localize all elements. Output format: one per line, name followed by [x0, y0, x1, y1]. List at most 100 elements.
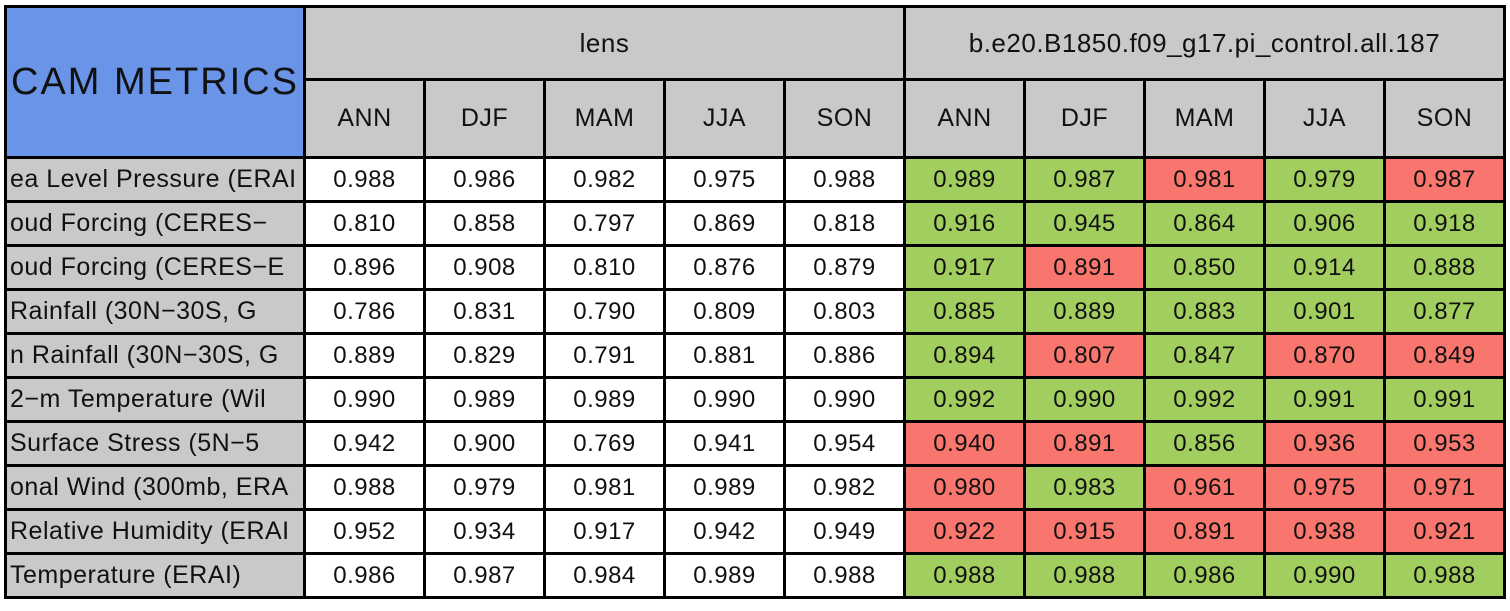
lens-value-cell: 0.989 — [546, 379, 663, 420]
lens-value-cell: 0.797 — [546, 203, 663, 244]
control-value-cell-worse: 0.891 — [1026, 423, 1143, 464]
lens-value-cell: 0.869 — [666, 203, 783, 244]
lens-value-cell: 0.934 — [426, 511, 543, 552]
lens-value-cell: 0.949 — [786, 511, 903, 552]
lens-value-cell: 0.858 — [426, 203, 543, 244]
control-value-cell-worse: 0.891 — [1026, 247, 1143, 288]
lens-value-cell: 0.818 — [786, 203, 903, 244]
lens-value-cell: 0.979 — [426, 467, 543, 508]
season-header-lens-jja: JJA — [666, 81, 783, 156]
season-header-lens-son: SON — [786, 81, 903, 156]
lens-value-cell: 0.982 — [786, 467, 903, 508]
control-value-cell-better: 0.983 — [1026, 467, 1143, 508]
control-value-cell-worse: 0.891 — [1146, 511, 1263, 552]
lens-value-cell: 0.908 — [426, 247, 543, 288]
lens-value-cell: 0.981 — [546, 467, 663, 508]
control-value-cell-better: 0.888 — [1386, 247, 1503, 288]
control-value-cell-better: 0.992 — [906, 379, 1023, 420]
control-value-cell-worse: 0.870 — [1266, 335, 1383, 376]
control-value-cell-better: 0.918 — [1386, 203, 1503, 244]
lens-value-cell: 0.879 — [786, 247, 903, 288]
lens-value-cell: 0.889 — [306, 335, 423, 376]
row-label: ea Level Pressure (ERAI — [7, 159, 303, 200]
season-header-control-jja: JJA — [1266, 81, 1383, 156]
season-header-control-djf: DJF — [1026, 81, 1143, 156]
lens-value-cell: 0.986 — [426, 159, 543, 200]
lens-value-cell: 0.917 — [546, 511, 663, 552]
control-value-cell-better: 0.847 — [1146, 335, 1263, 376]
season-header-lens-mam: MAM — [546, 81, 663, 156]
lens-value-cell: 0.876 — [666, 247, 783, 288]
control-value-cell-better: 0.883 — [1146, 291, 1263, 332]
control-value-cell-better: 0.991 — [1266, 379, 1383, 420]
season-header-control-mam: MAM — [1146, 81, 1263, 156]
control-value-cell-better: 0.945 — [1026, 203, 1143, 244]
row-label: Temperature (ERAI) — [7, 555, 303, 596]
control-value-cell-worse: 0.936 — [1266, 423, 1383, 464]
row-label: 2−m Temperature (Wil — [7, 379, 303, 420]
lens-value-cell: 0.791 — [546, 335, 663, 376]
control-value-cell-worse: 0.953 — [1386, 423, 1503, 464]
control-value-cell-better: 0.850 — [1146, 247, 1263, 288]
lens-value-cell: 0.786 — [306, 291, 423, 332]
row-label: Rainfall (30N−30S, G — [7, 291, 303, 332]
control-value-cell-better: 0.988 — [1386, 555, 1503, 596]
lens-value-cell: 0.790 — [546, 291, 663, 332]
control-value-cell-better: 0.986 — [1146, 555, 1263, 596]
control-value-cell-better: 0.914 — [1266, 247, 1383, 288]
control-value-cell-better: 0.894 — [906, 335, 1023, 376]
table-title: CAM METRICS — [7, 8, 303, 156]
lens-value-cell: 0.941 — [666, 423, 783, 464]
column-group-header-lens: lens — [306, 8, 903, 78]
lens-value-cell: 0.982 — [546, 159, 663, 200]
lens-value-cell: 0.886 — [786, 335, 903, 376]
season-header-control-son: SON — [1386, 81, 1503, 156]
control-value-cell-worse: 0.922 — [906, 511, 1023, 552]
control-value-cell-worse: 0.981 — [1146, 159, 1263, 200]
control-value-cell-worse: 0.971 — [1386, 467, 1503, 508]
control-value-cell-worse: 0.980 — [906, 467, 1023, 508]
lens-value-cell: 0.881 — [666, 335, 783, 376]
column-group-header-control-run: b.e20.B1850.f09_g17.pi_control.all.187 — [906, 8, 1503, 78]
control-value-cell-worse: 0.975 — [1266, 467, 1383, 508]
lens-value-cell: 0.942 — [666, 511, 783, 552]
control-value-cell-better: 0.991 — [1386, 379, 1503, 420]
control-value-cell-better: 0.916 — [906, 203, 1023, 244]
lens-value-cell: 0.988 — [306, 467, 423, 508]
lens-value-cell: 0.989 — [666, 467, 783, 508]
lens-value-cell: 0.831 — [426, 291, 543, 332]
control-value-cell-better: 0.987 — [1026, 159, 1143, 200]
row-label: Relative Humidity (ERAI — [7, 511, 303, 552]
row-label: onal Wind (300mb, ERA — [7, 467, 303, 508]
control-value-cell-worse: 0.940 — [906, 423, 1023, 464]
control-value-cell-worse: 0.921 — [1386, 511, 1503, 552]
lens-value-cell: 0.990 — [666, 379, 783, 420]
control-value-cell-better: 0.889 — [1026, 291, 1143, 332]
lens-value-cell: 0.809 — [666, 291, 783, 332]
lens-value-cell: 0.989 — [426, 379, 543, 420]
lens-value-cell: 0.954 — [786, 423, 903, 464]
lens-value-cell: 0.986 — [306, 555, 423, 596]
lens-value-cell: 0.942 — [306, 423, 423, 464]
control-value-cell-better: 0.877 — [1386, 291, 1503, 332]
row-label: oud Forcing (CERES−E — [7, 247, 303, 288]
control-value-cell-better: 0.901 — [1266, 291, 1383, 332]
control-value-cell-worse: 0.961 — [1146, 467, 1263, 508]
control-value-cell-worse: 0.987 — [1386, 159, 1503, 200]
lens-value-cell: 0.987 — [426, 555, 543, 596]
lens-value-cell: 0.990 — [786, 379, 903, 420]
lens-value-cell: 0.952 — [306, 511, 423, 552]
control-value-cell-worse: 0.849 — [1386, 335, 1503, 376]
control-value-cell-better: 0.917 — [906, 247, 1023, 288]
lens-value-cell: 0.810 — [546, 247, 663, 288]
cam-metrics-table: CAM METRICS lens b.e20.B1850.f09_g17.pi_… — [4, 5, 1506, 599]
row-label: Surface Stress (5N−5 — [7, 423, 303, 464]
control-value-cell-better: 0.988 — [1026, 555, 1143, 596]
lens-value-cell: 0.810 — [306, 203, 423, 244]
control-value-cell-better: 0.989 — [906, 159, 1023, 200]
control-value-cell-better: 0.990 — [1026, 379, 1143, 420]
lens-value-cell: 0.900 — [426, 423, 543, 464]
lens-value-cell: 0.989 — [666, 555, 783, 596]
lens-value-cell: 0.988 — [786, 555, 903, 596]
season-header-control-ann: ANN — [906, 81, 1023, 156]
